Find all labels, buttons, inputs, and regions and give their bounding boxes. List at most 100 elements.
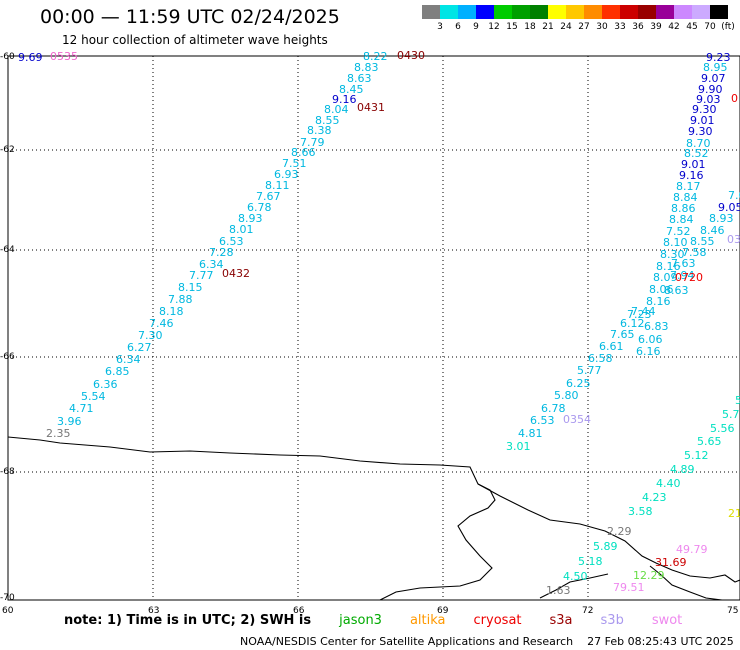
legend-swatch bbox=[656, 5, 674, 19]
wave-height-label: 6.16 bbox=[636, 345, 661, 358]
wave-height-label: 6.36 bbox=[93, 378, 118, 391]
wave-height-label: 8.84 bbox=[673, 191, 698, 204]
wave-height-label: 6.61 bbox=[599, 340, 624, 353]
wave-height-label: 5.54 bbox=[81, 390, 106, 403]
wave-height-label: 6.85 bbox=[105, 365, 130, 378]
longitude-label: 63 bbox=[148, 606, 160, 616]
wave-height-label: 9.05 bbox=[718, 201, 740, 214]
wave-height-label: 12.29 bbox=[633, 569, 665, 582]
wave-height-label: 7.28 bbox=[209, 246, 234, 259]
wave-height-label: 3.96 bbox=[57, 415, 82, 428]
wave-height-label: 8.84 bbox=[669, 213, 694, 226]
legend-label: 36 bbox=[632, 22, 644, 32]
wave-height-label: 6.93 bbox=[274, 168, 299, 181]
coastline bbox=[7, 436, 740, 601]
wave-height-label: 7.67 bbox=[256, 190, 281, 203]
legend-label: 12 bbox=[488, 22, 500, 32]
wave-height-label: 21 bbox=[728, 507, 740, 520]
wave-height-label: 7.88 bbox=[168, 293, 193, 306]
legend-swatch bbox=[710, 5, 728, 19]
wave-height-label: 8.66 bbox=[291, 146, 316, 159]
wave-height-label: 7.44 bbox=[631, 305, 656, 318]
map-frame bbox=[7, 55, 740, 601]
wave-height-label: 0431 bbox=[357, 101, 385, 114]
satellite-name: altika bbox=[409, 613, 446, 628]
wave-height-label: 5.12 bbox=[684, 449, 709, 462]
wave-height-label: 9.03 bbox=[696, 93, 721, 106]
wave-height-label: 8.55 bbox=[315, 114, 340, 127]
wave-height-label: 7.63 bbox=[671, 257, 696, 270]
satellite-name: jason3 bbox=[339, 613, 382, 628]
wave-height-label: 8.22 bbox=[363, 50, 388, 63]
legend-swatch bbox=[512, 5, 530, 19]
wave-height-label: 0354 bbox=[563, 413, 591, 426]
wave-height-label: 6.83 bbox=[644, 320, 669, 333]
legend-label: 24 bbox=[560, 22, 572, 32]
satellite-name: swot bbox=[651, 613, 683, 628]
legend-label: 39 bbox=[650, 22, 662, 32]
wave-height-label: 7.51 bbox=[282, 157, 307, 170]
wave-height-label: 49.79 bbox=[676, 543, 708, 556]
satellite-name: s3b bbox=[600, 613, 624, 628]
wave-height-label: 9.90 bbox=[698, 83, 723, 96]
wave-height-label: 4.50 bbox=[563, 570, 588, 583]
satellite-name: cryosat bbox=[473, 613, 522, 628]
legend-swatch bbox=[530, 5, 548, 19]
footer-credit: NOAA/NESDIS Center for Satellite Applica… bbox=[240, 635, 734, 648]
wave-height-label: 6.78 bbox=[247, 201, 272, 214]
legend-swatch bbox=[620, 5, 638, 19]
legend-swatch bbox=[692, 5, 710, 19]
wave-height-label: 8.63 bbox=[347, 72, 372, 85]
latitude-label: -70 bbox=[0, 593, 15, 603]
note-text: note: 1) Time is in UTC; 2) SWH is bbox=[64, 613, 312, 628]
wave-height-label: 6.78 bbox=[541, 402, 566, 415]
wave-height-label: 7.79 bbox=[300, 136, 325, 149]
wave-height-label: 4.71 bbox=[69, 402, 94, 415]
wave-height-label: 8.93 bbox=[238, 212, 263, 225]
wave-height-label: 8.17 bbox=[676, 180, 701, 193]
wave-height-label: 2.35 bbox=[46, 427, 71, 440]
longitude-label: 72 bbox=[582, 606, 594, 616]
latitude-label: -68 bbox=[0, 467, 15, 477]
satellite-note: note: 1) Time is in UTC; 2) SWH is jason3… bbox=[64, 613, 694, 628]
wave-height-label: 7.77 bbox=[189, 269, 214, 282]
legend-swatch bbox=[638, 5, 656, 19]
legend-label: 30 bbox=[596, 22, 608, 32]
legend-label: 33 bbox=[614, 22, 626, 32]
wave-height-label: 3.58 bbox=[628, 505, 653, 518]
wave-height-label: 3.01 bbox=[506, 440, 531, 453]
wave-height-label: 8.55 bbox=[690, 235, 715, 248]
wave-height-label: 8.15 bbox=[178, 281, 203, 294]
wave-height-label: 8.70 bbox=[686, 137, 711, 150]
legend-swatch bbox=[440, 5, 458, 19]
satellite-list: jason3 altika cryosat s3a s3b swot bbox=[317, 613, 688, 628]
wave-height-label: 6.34 bbox=[116, 353, 141, 366]
legend-swatch bbox=[494, 5, 512, 19]
wave-height-label: 8.93 bbox=[709, 212, 734, 225]
wave-height-label: 8.01 bbox=[229, 223, 254, 236]
wave-height-label: 6.06 bbox=[638, 333, 663, 346]
wave-height-label: 4.40 bbox=[656, 477, 681, 490]
latitude-label: -66 bbox=[0, 352, 15, 362]
wave-height-label: 7.94 bbox=[670, 269, 695, 282]
legend-label: 3 bbox=[437, 22, 443, 32]
wave-height-label: 8.18 bbox=[159, 305, 184, 318]
legend-label: 70 bbox=[704, 22, 716, 32]
wave-height-label: 8.52 bbox=[684, 147, 709, 160]
wave-height-label: 03 bbox=[727, 233, 740, 246]
wave-height-label: 8.04 bbox=[324, 103, 349, 116]
wave-height-label: 6.34 bbox=[199, 258, 224, 271]
wave-height-label: 9.01 bbox=[690, 114, 715, 127]
wave-height-label: 31.69 bbox=[655, 556, 687, 569]
legend-label: 21 bbox=[542, 22, 554, 32]
wave-height-label: 9.16 bbox=[679, 169, 704, 182]
map-subtitle: 12 hour collection of altimeter wave hei… bbox=[62, 33, 328, 47]
latitude-label: -62 bbox=[0, 145, 15, 155]
wave-height-label: 1.63 bbox=[546, 584, 571, 597]
wave-height-label: 8.63 bbox=[664, 284, 689, 297]
wave-height-label: 8.09 bbox=[653, 271, 678, 284]
legend-swatch bbox=[476, 5, 494, 19]
wave-height-label: 9.30 bbox=[692, 103, 717, 116]
wave-height-label: 8.30 bbox=[660, 248, 685, 261]
